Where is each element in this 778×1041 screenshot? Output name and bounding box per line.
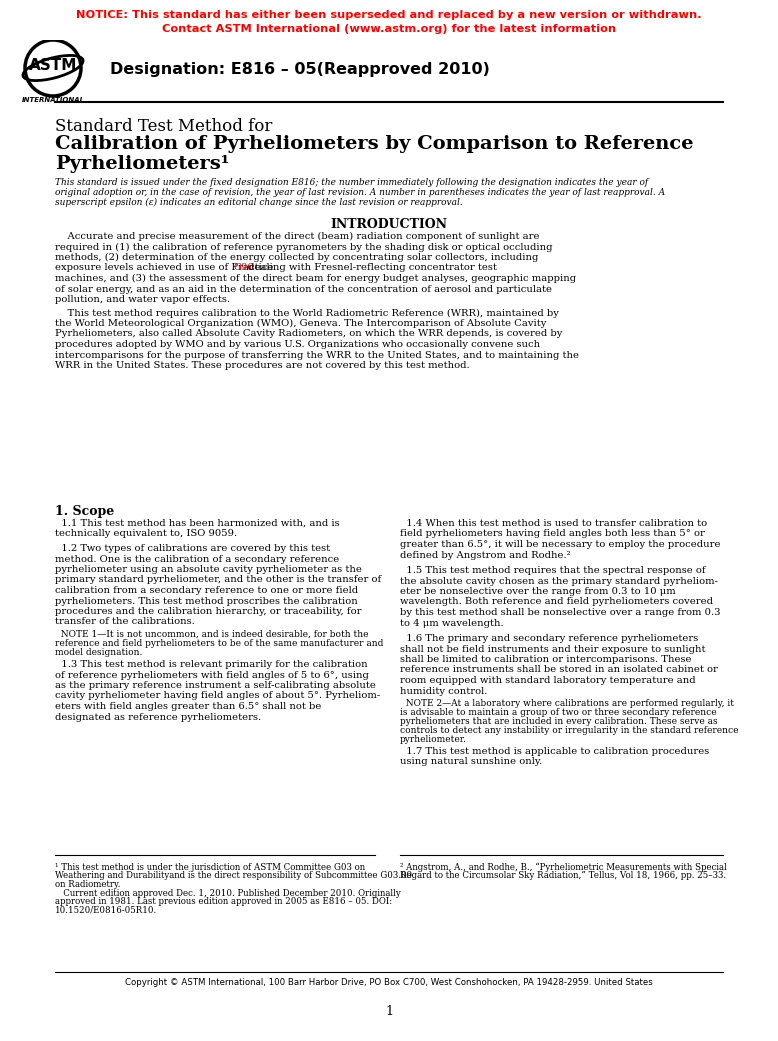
Text: eter be nonselective over the range from 0.3 to 10 μm: eter be nonselective over the range from… [400, 587, 676, 596]
Text: designated as reference pyrheliometers.: designated as reference pyrheliometers. [55, 712, 261, 721]
Text: cavity pyrheliometer having field angles of about 5°. Pyrheliom-: cavity pyrheliometer having field angles… [55, 691, 380, 701]
Text: machines, and (3) the assessment of the direct beam for energy budget analyses, : machines, and (3) the assessment of the … [55, 274, 576, 283]
Text: ASTM: ASTM [29, 58, 77, 74]
Text: 1.3 This test method is relevant primarily for the calibration: 1.3 This test method is relevant primari… [55, 660, 368, 669]
Text: intercomparisons for the purpose of transferring the WRR to the United States, a: intercomparisons for the purpose of tran… [55, 351, 579, 359]
Text: 1.6 The primary and secondary reference pyrheliometers: 1.6 The primary and secondary reference … [400, 634, 698, 643]
Text: WRR in the United States. These procedures are not covered by this test method.: WRR in the United States. These procedur… [55, 361, 470, 370]
Text: Regard to the Circumsolar Sky Radiation,” Tellus, Vol 18, 1966, pp. 25–33.: Regard to the Circumsolar Sky Radiation,… [400, 871, 726, 881]
Text: 10.1520/E0816-05R10.: 10.1520/E0816-05R10. [55, 906, 157, 914]
Text: NOTICE: This standard has either been superseded and replaced by a new version o: NOTICE: This standard has either been su… [76, 10, 702, 20]
Text: pyrheliometer.: pyrheliometer. [400, 735, 467, 744]
Text: This test method requires calibration to the World Radiometric Reference (WRR), : This test method requires calibration to… [55, 308, 559, 318]
Text: Designation: E816 – 05(Reapproved 2010): Designation: E816 – 05(Reapproved 2010) [110, 62, 490, 77]
Text: methods, (2) determination of the energy collected by concentrating solar collec: methods, (2) determination of the energy… [55, 253, 538, 262]
Text: exposure levels achieved in use of Practice: exposure levels achieved in use of Pract… [55, 263, 277, 273]
Text: wavelength. Both reference and field pyrheliometers covered: wavelength. Both reference and field pyr… [400, 598, 713, 607]
Text: 1.2 Two types of calibrations are covered by this test: 1.2 Two types of calibrations are covere… [55, 544, 330, 553]
Text: INTRODUCTION: INTRODUCTION [331, 218, 447, 231]
Text: method. One is the calibration of a secondary reference: method. One is the calibration of a seco… [55, 555, 339, 563]
Text: reference instruments shall be stored in an isolated cabinet or: reference instruments shall be stored in… [400, 665, 718, 675]
Text: 1.7 This test method is applicable to calibration procedures: 1.7 This test method is applicable to ca… [400, 747, 710, 756]
Text: calibration from a secondary reference to one or more field: calibration from a secondary reference t… [55, 586, 358, 595]
Text: pyrheliometers that are included in every calibration. These serve as: pyrheliometers that are included in ever… [400, 717, 717, 726]
Text: Calibration of Pyrheliometers by Comparison to Reference: Calibration of Pyrheliometers by Compari… [55, 135, 693, 153]
Text: Current edition approved Dec. 1, 2010. Published December 2010. Originally: Current edition approved Dec. 1, 2010. P… [55, 889, 401, 897]
Text: Standard Test Method for: Standard Test Method for [55, 118, 272, 135]
Text: primary standard pyrheliometer, and the other is the transfer of: primary standard pyrheliometer, and the … [55, 576, 381, 584]
Text: NOTE 2—At a laboratory where calibrations are performed regularly, it: NOTE 2—At a laboratory where calibration… [400, 699, 734, 708]
Text: to 4 μm wavelength.: to 4 μm wavelength. [400, 618, 503, 628]
Text: 1.4 When this test method is used to transfer calibration to: 1.4 When this test method is used to tra… [400, 519, 707, 528]
Text: is advisable to maintain a group of two or three secondary reference: is advisable to maintain a group of two … [400, 708, 717, 717]
Text: the absolute cavity chosen as the primary standard pyrheliom-: the absolute cavity chosen as the primar… [400, 577, 718, 585]
Text: approved in 1981. Last previous edition approved in 2005 as E816 – 05. DOI:: approved in 1981. Last previous edition … [55, 897, 392, 906]
Text: Weathering and Durabilityand is the direct responsibility of Subcommittee G03.09: Weathering and Durabilityand is the dire… [55, 871, 412, 881]
Text: of solar energy, and as an aid in the determination of the concentration of aero: of solar energy, and as an aid in the de… [55, 284, 552, 294]
Text: This standard is issued under the fixed designation E816; the number immediately: This standard is issued under the fixed … [55, 178, 648, 187]
Text: Pyrheliometers¹: Pyrheliometers¹ [55, 155, 230, 173]
Text: Pyrheliometers, also called Absolute Cavity Radiometers, on which the WRR depend: Pyrheliometers, also called Absolute Cav… [55, 330, 562, 338]
Text: eters with field angles greater than 6.5° shall not be: eters with field angles greater than 6.5… [55, 702, 321, 711]
Text: controls to detect any instability or irregularity in the standard reference: controls to detect any instability or ir… [400, 726, 738, 735]
Text: field pyrheliometers having field angles both less than 5° or: field pyrheliometers having field angles… [400, 530, 705, 538]
Text: 1.1 This test method has been harmonized with, and is: 1.1 This test method has been harmonized… [55, 519, 340, 528]
Text: on Radiometry.: on Radiometry. [55, 880, 121, 889]
Text: INTERNATIONAL: INTERNATIONAL [22, 97, 85, 103]
Text: room equipped with standard laboratory temperature and: room equipped with standard laboratory t… [400, 676, 696, 685]
Text: Accurate and precise measurement of the direct (beam) radiation component of sun: Accurate and precise measurement of the … [55, 232, 539, 242]
Text: using natural sunshine only.: using natural sunshine only. [400, 758, 542, 766]
Text: pyrheliometers. This test method proscribes the calibration: pyrheliometers. This test method proscri… [55, 596, 358, 606]
Text: G90: G90 [233, 263, 254, 273]
Text: by this test method shall be nonselective over a range from 0.3: by this test method shall be nonselectiv… [400, 608, 720, 617]
Text: shall be limited to calibration or intercomparisons. These: shall be limited to calibration or inter… [400, 655, 692, 664]
Text: procedures and the calibration hierarchy, or traceability, for: procedures and the calibration hierarchy… [55, 607, 362, 616]
Text: shall not be field instruments and their exposure to sunlight: shall not be field instruments and their… [400, 644, 706, 654]
Text: greater than 6.5°, it will be necessary to employ the procedure: greater than 6.5°, it will be necessary … [400, 540, 720, 549]
Text: 1. Scope: 1. Scope [55, 505, 114, 518]
Text: 1: 1 [385, 1005, 393, 1018]
Text: Contact ASTM International (www.astm.org) for the latest information: Contact ASTM International (www.astm.org… [162, 24, 616, 34]
Text: technically equivalent to, ISO 9059.: technically equivalent to, ISO 9059. [55, 530, 237, 538]
Text: procedures adopted by WMO and by various U.S. Organizations who occasionally con: procedures adopted by WMO and by various… [55, 340, 540, 349]
Text: transfer of the calibrations.: transfer of the calibrations. [55, 617, 194, 627]
Text: NOTE 1—It is not uncommon, and is indeed desirable, for both the: NOTE 1—It is not uncommon, and is indeed… [55, 630, 369, 639]
Text: required in (1) the calibration of reference pyranometers by the shading disk or: required in (1) the calibration of refer… [55, 243, 552, 252]
Text: original adoption or, in the case of revision, the year of last revision. A numb: original adoption or, in the case of rev… [55, 188, 665, 197]
Text: humidity control.: humidity control. [400, 686, 487, 695]
Text: model designation.: model designation. [55, 648, 142, 657]
Text: defined by Angstrom and Rodhe.²: defined by Angstrom and Rodhe.² [400, 551, 570, 559]
Text: reference and field pyrheliometers to be of the same manufacturer and: reference and field pyrheliometers to be… [55, 639, 384, 648]
Text: Copyright © ASTM International, 100 Barr Harbor Drive, PO Box C700, West Conshoh: Copyright © ASTM International, 100 Barr… [125, 977, 653, 987]
Text: superscript epsilon (ε) indicates an editorial change since the last revision or: superscript epsilon (ε) indicates an edi… [55, 198, 463, 207]
Text: ¹ This test method is under the jurisdiction of ASTM Committee G03 on: ¹ This test method is under the jurisdic… [55, 863, 365, 872]
Text: the World Meteorological Organization (WMO), Geneva. The Intercomparison of Abso: the World Meteorological Organization (W… [55, 319, 546, 328]
Text: dealing with Fresnel-reflecting concentrator test: dealing with Fresnel-reflecting concentr… [245, 263, 497, 273]
Text: as the primary reference instrument a self-calibrating absolute: as the primary reference instrument a se… [55, 681, 376, 690]
Text: ² Angstrom, A., and Rodhe, B., “Pyrheliometric Measurements with Special: ² Angstrom, A., and Rodhe, B., “Pyrhelio… [400, 863, 727, 872]
Text: of reference pyrheliometers with field angles of 5 to 6°, using: of reference pyrheliometers with field a… [55, 670, 369, 680]
Text: 1.5 This test method requires that the spectral response of: 1.5 This test method requires that the s… [400, 566, 706, 575]
Text: pyrheliometer using an absolute cavity pyrheliometer as the: pyrheliometer using an absolute cavity p… [55, 565, 362, 574]
Text: pollution, and water vapor effects.: pollution, and water vapor effects. [55, 295, 230, 304]
